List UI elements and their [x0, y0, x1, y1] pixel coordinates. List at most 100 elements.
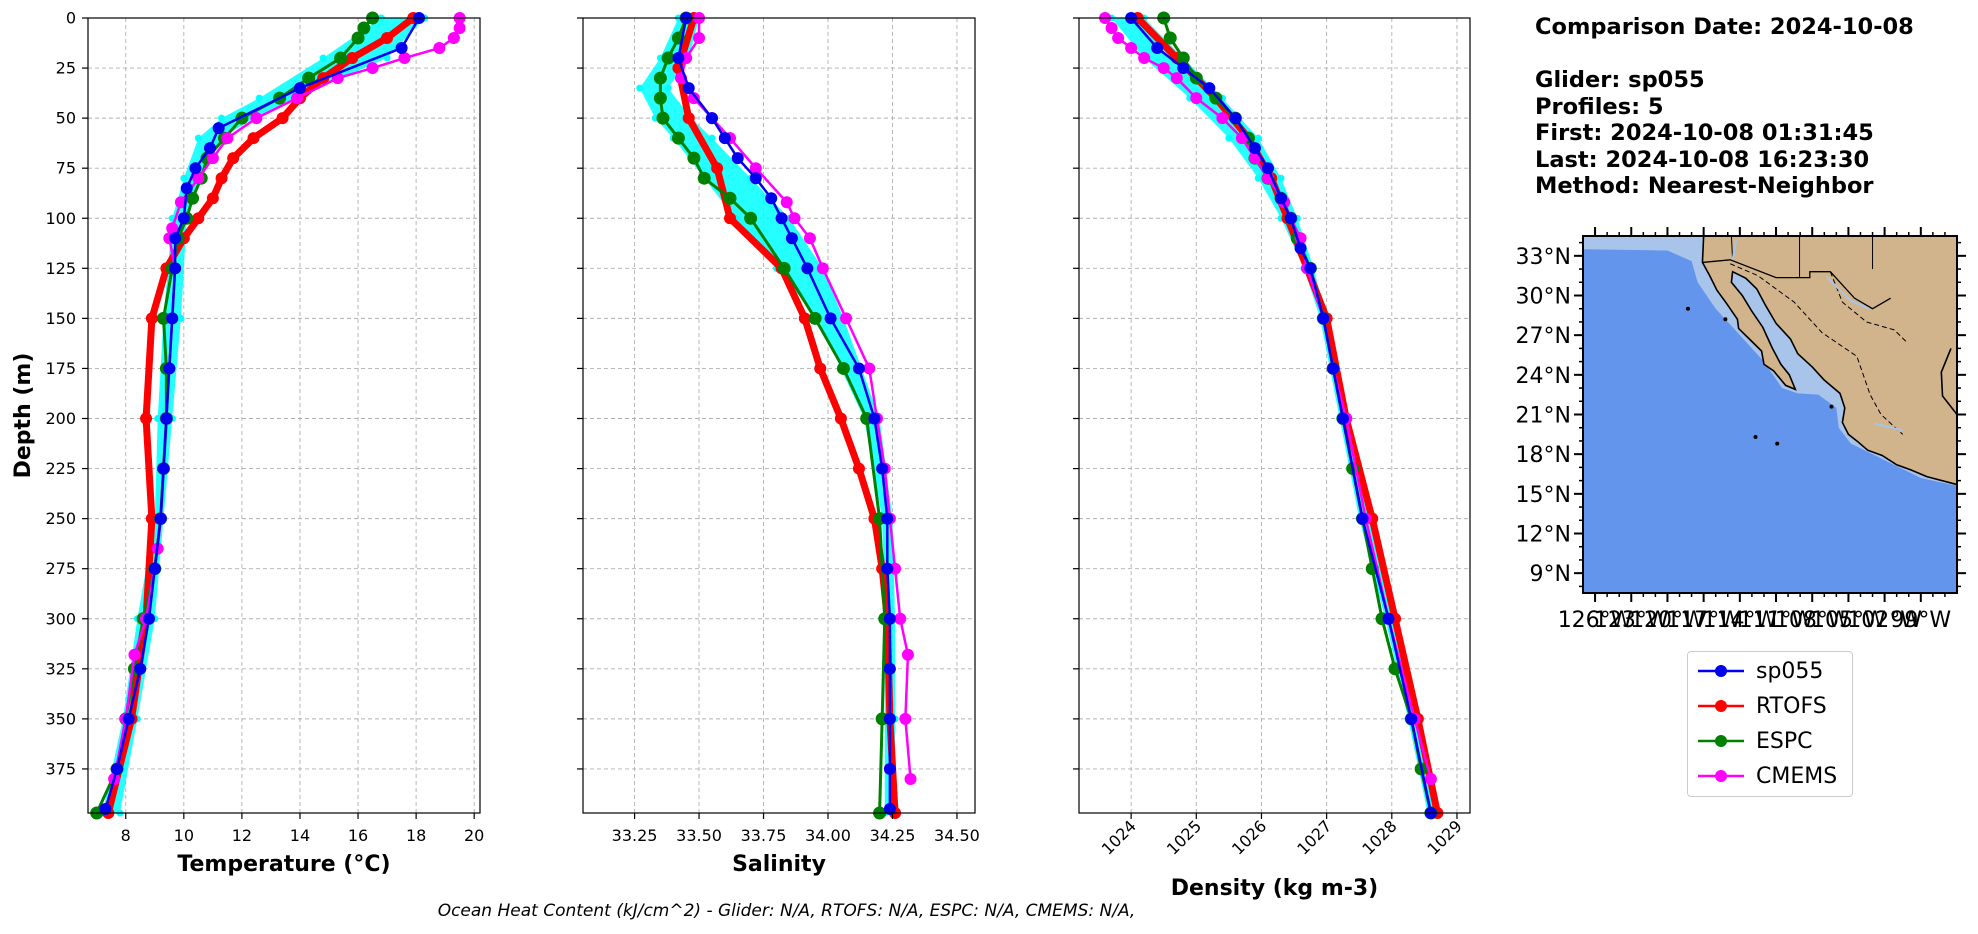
legend-marker-rtofs: [1698, 700, 1744, 712]
glider-name: Glider: sp055: [1535, 67, 1705, 93]
data-point-cmems: [803, 232, 816, 245]
x-tick-label: 33.25: [612, 826, 658, 845]
data-point-rtofs: [215, 172, 228, 185]
series-line-sp055: [1130, 17, 1433, 814]
island: [1685, 306, 1690, 311]
data-point-espc: [687, 151, 701, 165]
data-point-rtofs: [346, 52, 359, 65]
data-point-cmems: [1248, 152, 1261, 165]
legend-label-sp055: sp055: [1756, 658, 1824, 684]
data-point-sp055: [883, 662, 896, 675]
y-tick-label: 275: [45, 559, 76, 578]
data-point-rtofs: [711, 162, 724, 175]
ocean-heat-content-note: Ocean Heat Content (kJ/cm^2) - Glider: N…: [437, 901, 1136, 921]
data-point-espc: [653, 91, 667, 105]
data-point-sp055: [883, 712, 896, 725]
map-lat-label: 21°N: [1516, 404, 1571, 429]
data-point-sp055: [122, 712, 135, 725]
x-tick-label: 1029: [1424, 816, 1466, 858]
data-point-sp055: [1229, 112, 1242, 125]
glider-raw-point: [383, 54, 391, 62]
y-tick-label: 300: [45, 609, 76, 628]
legend-item-espc: ESPC: [1696, 724, 1813, 758]
temperature-profile-panel: 8 10 12 14 16 18 20025507510012515017520022525…: [11, 9, 484, 878]
series-line-sp055: [104, 17, 421, 810]
data-point-sp055: [180, 182, 193, 195]
data-point-sp055: [212, 122, 225, 135]
data-point-cmems: [1138, 52, 1151, 65]
data-point-sp055: [682, 82, 695, 95]
data-point-rtofs: [814, 362, 827, 375]
x-tick-label: 1024: [1098, 816, 1140, 858]
map-lon-label: 99°W: [1890, 608, 1951, 633]
data-point-cmems: [899, 712, 912, 725]
y-axis-title: Depth (m): [11, 353, 36, 479]
series-line-sp055: [677, 17, 892, 809]
data-point-cmems: [904, 772, 917, 785]
x-tick-label: 10: [174, 826, 194, 845]
data-point-rtofs: [276, 112, 289, 125]
glider-raw-point: [180, 174, 188, 182]
data-point-sp055: [765, 192, 778, 205]
data-point-cmems: [447, 32, 460, 45]
comparison-info: Comparison Date: 2024-10-08 Glider: sp05…: [1535, 14, 1914, 200]
x-tick-label: 1025: [1163, 816, 1205, 858]
data-point-sp055: [881, 562, 894, 575]
data-point-sp055: [718, 132, 731, 145]
y-tick-label: 225: [45, 459, 76, 478]
axes-frame: [582, 17, 976, 814]
data-point-rtofs: [852, 462, 865, 475]
data-point-espc: [744, 211, 758, 225]
data-point-cmems: [1235, 132, 1248, 145]
data-point-cmems: [1190, 92, 1203, 105]
method: Method: Nearest-Neighbor: [1535, 173, 1874, 199]
x-tick-label: 1026: [1228, 816, 1270, 858]
legend-item-sp055: sp055: [1696, 654, 1823, 688]
glider-raw-point: [1225, 134, 1233, 142]
x-tick-label: 14: [290, 826, 310, 845]
series-line-cmems: [679, 18, 912, 780]
data-point-sp055: [163, 362, 176, 375]
y-tick-label: 200: [45, 409, 76, 428]
glider-raw-point: [664, 84, 672, 92]
last-time: Last: 2024-10-08 16:23:30: [1535, 146, 1870, 173]
data-point-rtofs: [834, 412, 847, 425]
glider-raw-point: [194, 134, 202, 142]
data-point-cmems: [780, 196, 793, 209]
x-tick-label: 1028: [1358, 816, 1400, 858]
land-mass: [1701, 235, 1958, 486]
map-lon-label: 111°W: [1739, 608, 1814, 633]
data-point-espc: [351, 31, 365, 45]
x-tick-label: 33.50: [676, 826, 722, 845]
data-point-cmems: [1112, 32, 1125, 45]
map-lon-label: 114°W: [1702, 608, 1777, 633]
legend-marker-espc: [1698, 735, 1744, 747]
map-lat-label: 12°N: [1516, 523, 1571, 548]
data-point-sp055: [111, 762, 124, 775]
data-point-sp055: [1294, 242, 1307, 255]
data-point-rtofs: [724, 212, 736, 225]
y-tick-label: 250: [45, 509, 76, 528]
map-lon-label: 102°W: [1847, 608, 1922, 633]
data-point-espc: [656, 111, 670, 125]
map-lon-label: 105°W: [1811, 608, 1886, 633]
glider-raw-profiles-band: [1111, 18, 1435, 813]
data-point-sp055: [1382, 612, 1395, 625]
x-tick-label: 16: [348, 826, 368, 845]
axes-frame: [87, 17, 481, 814]
x-axis-title: Temperature (°C): [177, 852, 390, 877]
series-line-rtofs: [1135, 15, 1441, 814]
data-point-cmems: [192, 172, 205, 185]
data-point-sp055: [705, 112, 718, 125]
legend-marker-sp055: [1698, 665, 1744, 677]
data-point-rtofs: [798, 312, 811, 325]
data-point-cmems: [453, 22, 466, 35]
lake: [1874, 422, 1903, 432]
data-point-sp055: [1317, 312, 1330, 325]
data-point-rtofs: [227, 152, 240, 165]
x-tick-label: 12: [232, 826, 252, 845]
location-map: 33°N 30°N 27°N 24°N 21°N 18°N 15°N 12°N 9°N 126°W…: [1516, 227, 1966, 633]
data-point-rtofs: [145, 312, 158, 325]
y-tick-label: 75: [56, 159, 76, 178]
data-point-sp055: [160, 412, 173, 425]
